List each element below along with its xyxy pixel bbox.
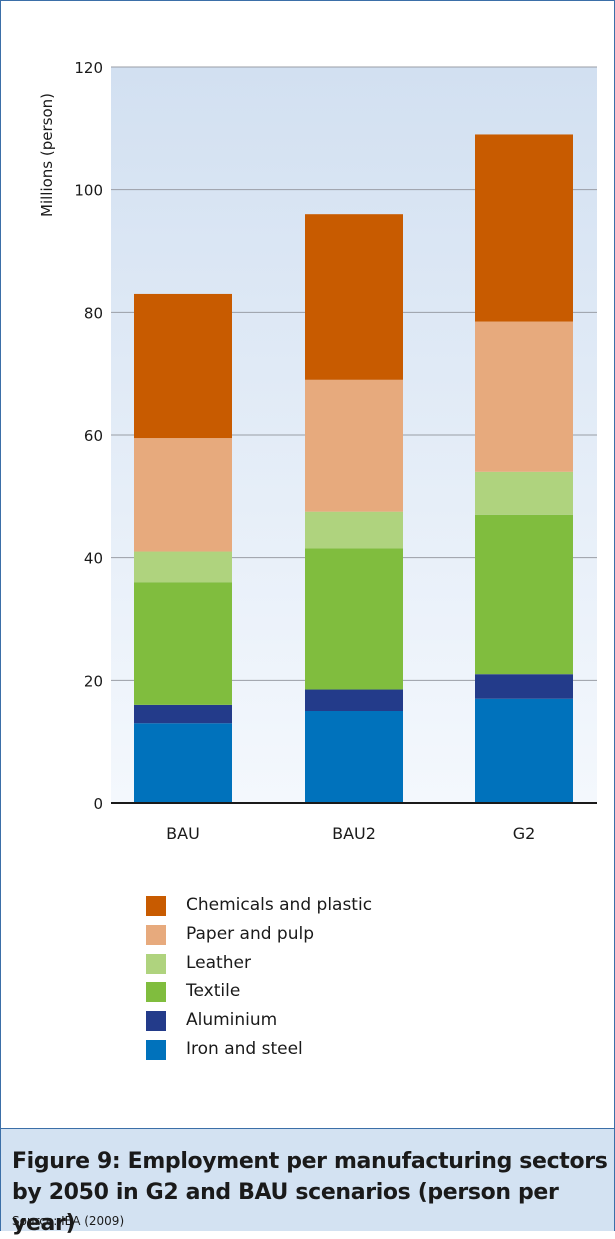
bar-g2-iron-and-steel [475,698,573,803]
x-tick-label: G2 [513,824,536,843]
legend-label: Textile [186,981,241,1002]
y-tick-label: 80 [84,304,103,322]
y-tick-label: 0 [93,795,103,813]
bar-g2-textile [475,514,573,675]
legend-label: Paper and pulp [186,923,315,944]
y-tick-label: 40 [84,550,103,568]
bar-bau-leather [134,551,232,583]
figure-caption-title: Figure 9: Employment per manufacturing s… [12,1149,608,1236]
x-tick-label: BAU [166,824,200,843]
bar-bau2-aluminium [305,689,403,711]
bar-bau2-textile [305,548,403,690]
bar-bau-paper-and-pulp [134,438,232,552]
y-tick-label: 60 [84,427,103,445]
figure-source: Source: IEA (2009) [12,1214,125,1228]
bar-bau-aluminium [134,704,232,724]
legend-swatch [146,1011,166,1032]
bar-bau2-paper-and-pulp [305,379,403,512]
legend-label: Aluminium [186,1010,278,1031]
bar-g2-chemicals-and-plastic [475,134,573,322]
bar-bau-iron-and-steel [134,723,232,803]
x-tick-label: BAU2 [332,824,376,843]
legend-label: Iron and steel [186,1039,303,1059]
legend-swatch [146,1040,166,1060]
bar-g2-paper-and-pulp [475,321,573,472]
legend-swatch [146,953,166,974]
bar-bau-chemicals-and-plastic [134,293,232,439]
bar-g2-leather [475,471,573,515]
y-tick-label: 100 [74,182,103,200]
y-tick-label: 20 [84,672,103,690]
bar-bau2-iron-and-steel [305,711,403,803]
chart: 0 20 40 60 80 100 120 BAU BAU2 G2 Millions (perso… [38,59,597,843]
bar-bau2-leather [305,511,403,549]
legend-swatch [146,924,166,945]
legend-swatch [146,896,166,916]
legend-label: Leather [186,952,251,973]
bar-g2-aluminium [475,674,573,699]
legend-label: Chemicals and plastic [186,895,373,915]
bar-bau2-chemicals-and-plastic [305,214,403,380]
legend-swatch [146,982,166,1003]
y-tick-label: 120 [74,59,103,77]
bar-bau-textile [134,582,232,705]
y-axis-label: Millions (person) [38,93,56,217]
caption-box: Figure 9: Employment per manufacturing s… [1,1128,614,1236]
